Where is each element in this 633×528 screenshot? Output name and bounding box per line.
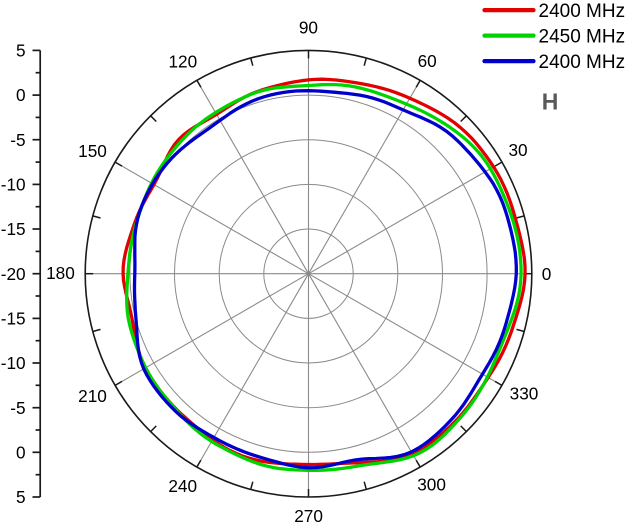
svg-text:2400 MHz: 2400 MHz <box>539 1 626 22</box>
svg-text:90: 90 <box>299 17 318 37</box>
svg-text:180: 180 <box>46 263 75 283</box>
svg-text:150: 150 <box>78 141 107 161</box>
svg-text:120: 120 <box>168 51 197 71</box>
svg-text:-10: -10 <box>1 175 26 195</box>
svg-text:0: 0 <box>16 442 26 462</box>
svg-text:330: 330 <box>510 384 539 404</box>
svg-text:-20: -20 <box>1 264 26 284</box>
svg-text:H: H <box>542 89 559 115</box>
svg-text:-15: -15 <box>1 219 26 239</box>
svg-text:0: 0 <box>16 85 26 105</box>
svg-text:210: 210 <box>78 386 107 406</box>
svg-text:30: 30 <box>508 140 527 160</box>
svg-text:5: 5 <box>16 41 26 61</box>
svg-text:-5: -5 <box>10 398 25 418</box>
svg-text:5: 5 <box>16 487 26 507</box>
svg-text:270: 270 <box>294 506 323 523</box>
svg-text:-10: -10 <box>1 353 26 373</box>
svg-text:-5: -5 <box>10 130 25 150</box>
svg-text:300: 300 <box>417 475 446 495</box>
svg-text:2450 MHz: 2450 MHz <box>539 26 626 47</box>
svg-text:240: 240 <box>168 476 197 496</box>
svg-text:0: 0 <box>542 264 552 284</box>
svg-text:-15: -15 <box>1 309 26 329</box>
svg-text:60: 60 <box>418 51 437 71</box>
svg-text:2400 MHz: 2400 MHz <box>539 52 626 73</box>
